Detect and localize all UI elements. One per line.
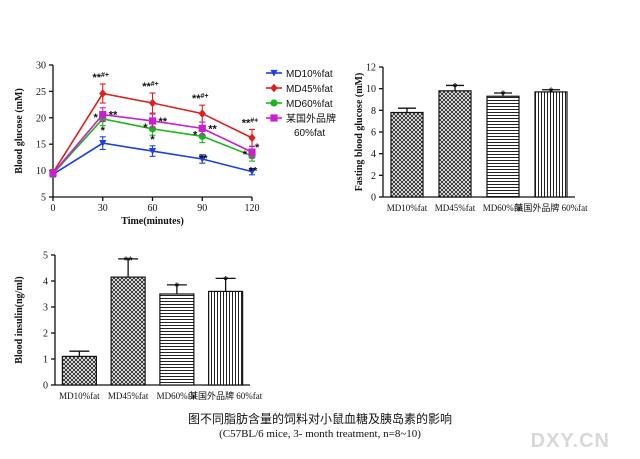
y-tick-label: 30 xyxy=(36,61,46,72)
x-tick-label: 90 xyxy=(197,203,207,214)
data-point xyxy=(148,125,157,133)
x-axis-title: Time(minutes) xyxy=(121,216,184,227)
data-point xyxy=(248,133,256,143)
series-3 xyxy=(49,107,256,177)
x-tick-label: 0 xyxy=(51,203,56,214)
legend-marker xyxy=(270,99,278,107)
legend-marker xyxy=(270,69,278,77)
category-label: MD45%fat xyxy=(435,203,476,213)
bar xyxy=(110,276,146,386)
legend-label: MD10%fat xyxy=(286,69,333,80)
data-point xyxy=(148,117,157,125)
data-point xyxy=(148,98,157,108)
bar xyxy=(486,95,520,198)
y-axis-title: Blood insulin(ng/ml) xyxy=(14,276,25,364)
significance-label: * xyxy=(501,89,506,101)
data-point xyxy=(198,109,206,118)
figure-caption: 图不同脂肪含量的饲料对小鼠血糖及胰岛素的影响 xyxy=(187,412,452,426)
category-label: MD10%fat xyxy=(387,203,428,213)
significance-label: * xyxy=(143,122,148,134)
y-tick-label: 0 xyxy=(43,381,48,392)
significance-label: ** xyxy=(159,116,168,128)
significance-label: * xyxy=(175,281,180,293)
y-tick-label: 2 xyxy=(371,171,376,182)
figure-subcaption: (C57BL/6 mice, 3- month treatment, n=8~1… xyxy=(219,428,421,440)
bar xyxy=(208,290,244,386)
bar xyxy=(159,293,195,386)
significance-label: ** xyxy=(199,153,208,165)
legend-label: MD45%fat xyxy=(286,84,333,95)
data-point xyxy=(148,147,157,155)
x-tick-label: 120 xyxy=(245,203,260,214)
data-point xyxy=(198,124,206,132)
y-axis-title: Fasting blood glucose (mM) xyxy=(354,73,365,192)
y-tick-label: 1 xyxy=(43,355,48,366)
significance-label: **#+ xyxy=(192,93,209,105)
y-axis-title: Blood glucose (mM) xyxy=(14,88,25,174)
legend-label: 某国外品牌 xyxy=(286,112,336,125)
significance-label: * xyxy=(193,129,198,141)
significance-label: * xyxy=(223,274,228,286)
data-point xyxy=(99,111,107,119)
significance-label: ** xyxy=(109,110,118,122)
data-point xyxy=(99,89,107,98)
significance-label: * xyxy=(255,142,260,154)
category-label: MD10%fat xyxy=(59,391,100,401)
significance-label: * xyxy=(93,112,98,124)
y-tick-label: 2 xyxy=(43,329,48,340)
significance-label: * xyxy=(549,86,554,98)
legend-marker xyxy=(270,114,278,122)
significance-label: ** xyxy=(208,123,217,135)
y-tick-label: 15 xyxy=(36,140,46,151)
category-label: MD60%fat xyxy=(483,203,524,213)
y-tick-label: 10 xyxy=(36,166,46,177)
significance-label: ** xyxy=(249,166,258,178)
significance-label: **#+ xyxy=(142,81,159,93)
data-point xyxy=(99,140,107,147)
data-point xyxy=(248,168,256,176)
y-tick-label: 4 xyxy=(371,149,376,160)
significance-label: * xyxy=(243,149,248,161)
legend: MD10%fat MD45%fat MD60%fat 某国外品牌 60%fat xyxy=(266,69,336,139)
category-label: MD45%fat xyxy=(108,391,149,401)
significance-label: * xyxy=(150,134,155,146)
significance-label: * xyxy=(101,125,106,137)
data-point xyxy=(198,155,206,163)
y-tick-label: 3 xyxy=(43,303,48,314)
y-tick-label: 4 xyxy=(43,277,48,288)
bar xyxy=(438,90,472,198)
y-tick-label: 6 xyxy=(371,128,376,139)
x-tick-label: 30 xyxy=(98,203,108,214)
bar xyxy=(534,91,568,198)
y-tick-label: 8 xyxy=(371,106,376,117)
category-label: 某国外品牌 60%fat xyxy=(514,202,588,213)
significance-label: **#+ xyxy=(242,117,259,129)
y-tick-label: 25 xyxy=(36,87,46,98)
y-tick-label: 20 xyxy=(36,113,46,124)
y-tick-label: 12 xyxy=(366,63,376,74)
legend-label: MD60%fat xyxy=(286,99,333,110)
bar xyxy=(390,111,424,198)
bar xyxy=(61,355,97,386)
watermark-logo: DXY.CN xyxy=(530,430,610,452)
category-label: 某国外品牌 60%fat xyxy=(189,390,263,401)
significance-label: * xyxy=(453,81,458,93)
significance-label: ** xyxy=(124,255,133,267)
blood-glucose-line-chart: 5 10 15 20 25 30 0 30 60 90 120 Time(minutes) Blood … xyxy=(14,61,336,228)
category-label: MD60%fat xyxy=(157,391,198,401)
legend-marker xyxy=(270,83,278,93)
data-point xyxy=(248,148,256,156)
y-tick-label: 5 xyxy=(41,193,46,204)
significance-label: **#+ xyxy=(92,72,109,84)
data-point xyxy=(49,169,57,177)
legend-label: 60%fat xyxy=(294,128,325,139)
x-tick-label: 60 xyxy=(148,203,158,214)
y-tick-label: 10 xyxy=(366,84,376,95)
y-tick-label: 5 xyxy=(43,251,48,262)
y-tick-label: 0 xyxy=(371,193,376,204)
